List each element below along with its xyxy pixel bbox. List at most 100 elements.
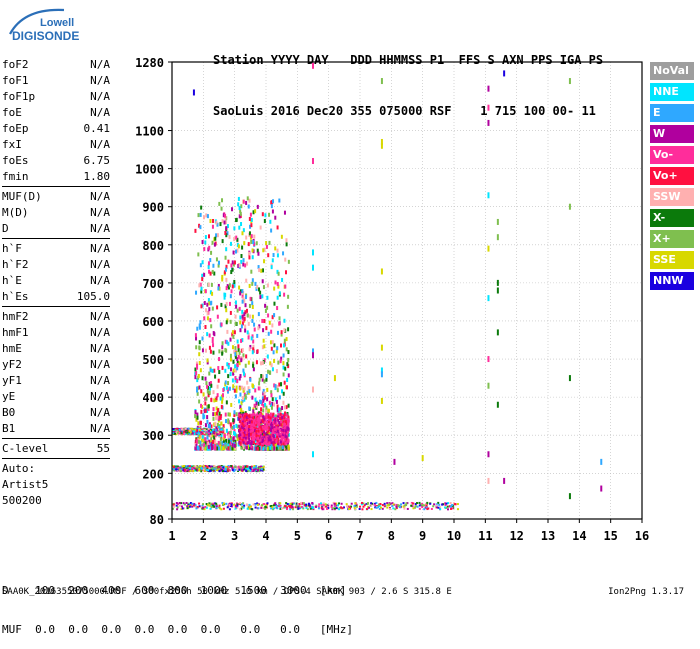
echo-mark [230, 503, 233, 506]
echo-mark [192, 470, 195, 473]
param-value: N/A [90, 342, 110, 355]
echo-mark [224, 304, 227, 309]
echo-mark [238, 263, 241, 268]
echo-mark [172, 428, 175, 431]
echo-mark [252, 441, 255, 445]
echo-mark [263, 434, 266, 438]
echo-mark [278, 421, 281, 425]
echo-mark [250, 442, 253, 446]
echo-mark [248, 303, 251, 308]
echo-mark [231, 332, 234, 337]
param-label: fxI [2, 138, 22, 151]
echo-mark [205, 308, 208, 313]
echo-mark [193, 466, 196, 469]
echo-mark [424, 502, 427, 505]
echo-mark [231, 345, 234, 350]
echo-mark [282, 361, 285, 366]
echo-mark [251, 248, 254, 253]
echo-mark [259, 290, 262, 295]
echo-mark [274, 215, 277, 220]
echo-mark [260, 428, 263, 432]
echo-mark [249, 314, 252, 319]
echo-mark [228, 433, 231, 438]
echo-mark [216, 314, 219, 319]
echo-mark [239, 415, 242, 419]
echo-mark [217, 260, 220, 265]
echo-mark [271, 438, 274, 442]
echo-mark [276, 385, 279, 390]
echo-mark [208, 381, 211, 386]
echo-mark [184, 427, 187, 430]
echo-mark [208, 502, 211, 505]
echo-mark [392, 503, 395, 506]
echo-mark [268, 438, 271, 442]
echo-mark [180, 468, 183, 471]
echo-mark [206, 446, 209, 451]
echo-mark [246, 196, 249, 201]
data-point-ssw [312, 386, 314, 393]
echo-mark [199, 212, 202, 217]
echo-mark [286, 433, 289, 437]
echo-mark [198, 467, 201, 470]
echo-mark [272, 253, 275, 258]
echo-mark [252, 469, 255, 472]
data-point-vo- [312, 158, 314, 165]
echo-mark [215, 220, 218, 225]
echo-mark [201, 336, 204, 341]
echo-mark [245, 354, 248, 359]
echo-mark [278, 395, 281, 400]
echo-mark [262, 446, 265, 451]
echo-mark [206, 415, 209, 420]
echo-mark [229, 431, 232, 436]
echo-mark [231, 465, 234, 468]
echo-mark [419, 503, 422, 506]
echo-mark [183, 503, 186, 506]
echo-mark [245, 440, 248, 444]
echo-mark [280, 382, 283, 387]
echo-mark [270, 363, 273, 368]
echo-mark [246, 468, 249, 471]
echo-mark [277, 414, 280, 418]
param-value: 55 [96, 442, 110, 455]
echo-mark [215, 502, 218, 505]
echo-mark [414, 503, 417, 506]
echo-mark [175, 504, 178, 507]
echo-mark [214, 374, 217, 379]
echo-mark [271, 441, 274, 445]
echo-mark [414, 505, 417, 508]
echo-mark [198, 325, 201, 330]
echo-mark [254, 442, 257, 447]
echo-mark [421, 504, 424, 507]
echo-mark [242, 262, 245, 267]
echo-mark [261, 401, 264, 406]
echo-mark [258, 470, 261, 473]
echo-mark [220, 508, 223, 511]
echo-mark [283, 338, 286, 343]
echo-mark [252, 384, 255, 389]
echo-mark [255, 429, 258, 433]
echo-mark [403, 504, 406, 507]
echo-mark [228, 234, 231, 239]
echo-mark [172, 432, 175, 435]
echo-mark [254, 388, 257, 393]
echo-mark [219, 431, 222, 434]
echo-mark [216, 433, 219, 436]
echo-mark [200, 470, 203, 473]
echo-mark [199, 263, 202, 268]
echo-mark [302, 507, 305, 510]
echo-mark [239, 508, 242, 511]
echo-mark [231, 467, 234, 470]
echo-mark [200, 286, 203, 291]
echo-mark [200, 431, 203, 434]
echo-mark [253, 465, 256, 468]
echo-mark [234, 368, 237, 373]
echo-mark [257, 265, 260, 270]
echo-mark [276, 435, 279, 439]
echo-mark [378, 507, 381, 510]
echo-mark [205, 213, 208, 218]
echo-mark [242, 468, 245, 471]
echo-mark [224, 467, 227, 470]
echo-mark [430, 507, 433, 510]
echo-mark [227, 443, 230, 448]
echo-mark [251, 301, 254, 306]
